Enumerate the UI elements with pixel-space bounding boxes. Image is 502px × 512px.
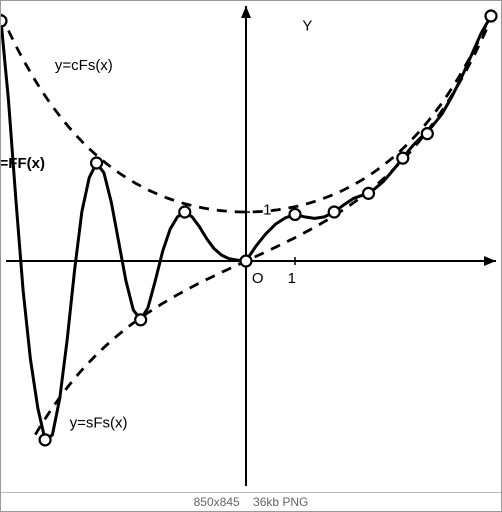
label-O: O [252,270,264,287]
label-Y: Y [302,18,312,35]
chart-frame: { "plot": { "canvas_px": {"w": 500, "h":… [0,0,502,512]
tangent-point-marker [329,207,340,218]
tangent-point-marker [179,207,190,218]
tangent-point-marker [363,188,374,199]
tangent-point-marker [486,11,497,22]
curve-sFs [35,19,491,435]
tangent-point-marker [135,314,146,325]
label-sFs: y=sFs(x) [70,415,128,432]
function-chart: Y O 1 1 y=cFs(x) y=sFs(x) y=FF(x) [1,1,501,491]
image-caption: 850x845 36kb PNG [1,492,501,511]
x-axis-arrow [484,256,496,266]
caption-dims: 850x845 [194,495,240,509]
label-one_x: 1 [288,270,296,287]
tangent-point-marker [91,158,102,169]
tangent-point-marker [40,434,51,445]
label-FF: y=FF(x) [1,155,45,172]
tangent-point-marker [397,153,408,164]
y-axis-arrow [241,6,251,18]
tangent-point-marker [290,209,301,220]
label-one_y: 1 [263,201,271,218]
tangent-point-marker [241,256,252,267]
tangent-point-marker [422,128,433,139]
tangent-point-marker [1,15,7,26]
label-cFs: y=cFs(x) [55,57,113,74]
caption-size: 36kb PNG [253,495,308,509]
